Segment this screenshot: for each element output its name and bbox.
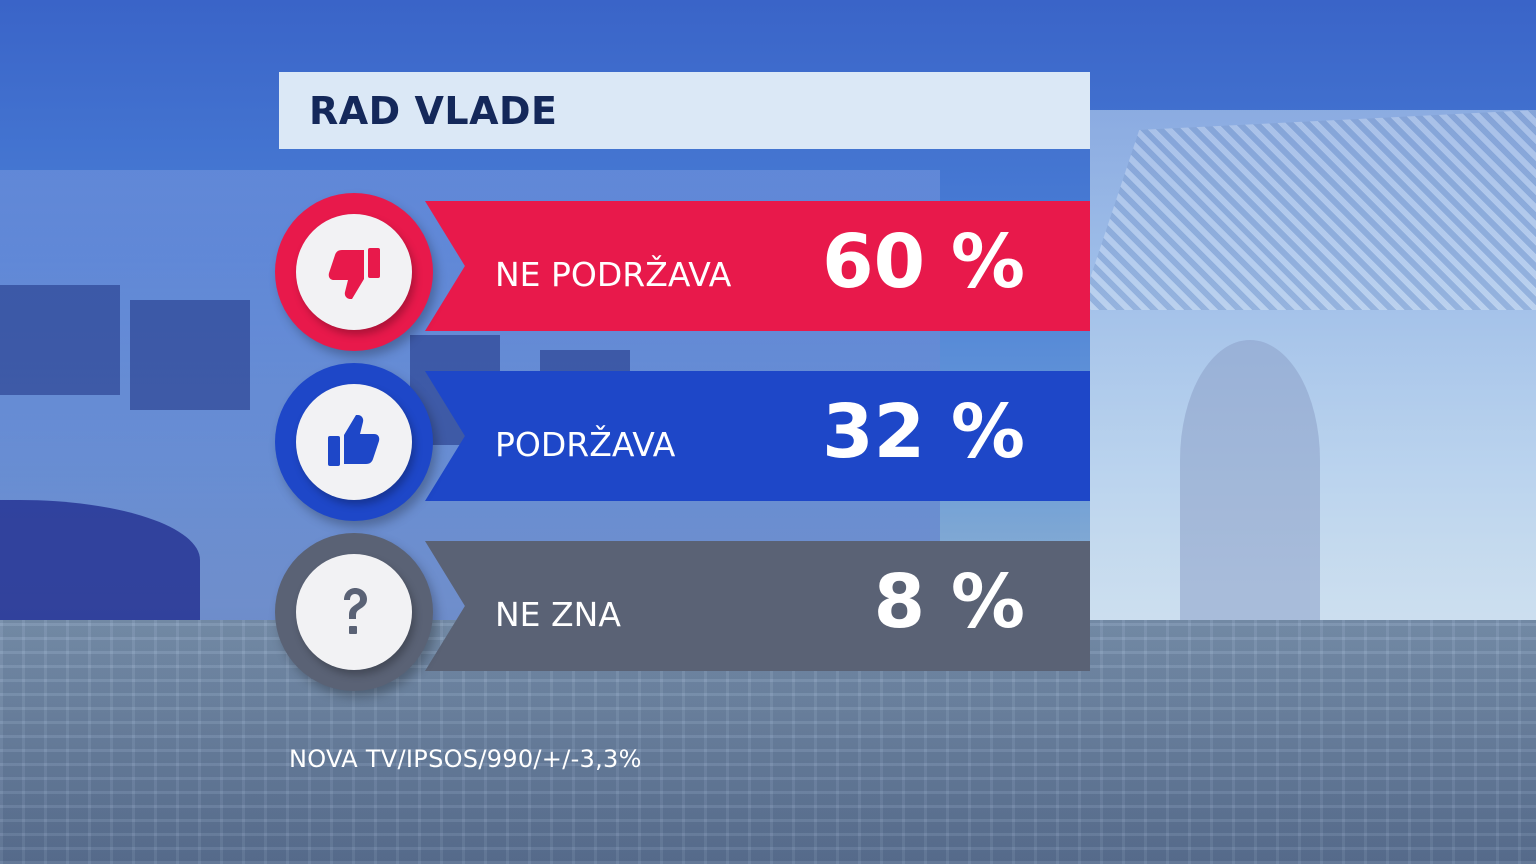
background-church-roof [1079, 110, 1536, 310]
icon-ring [275, 533, 433, 691]
background-window [0, 285, 120, 395]
title-box: RAD VLADE [279, 72, 1090, 149]
poll-row: NE ZNA 8 % [275, 533, 1095, 691]
poll-label: NE ZNA [495, 595, 621, 634]
thumbs-up-icon [296, 384, 412, 500]
background-window [130, 300, 250, 410]
poll-row: PODRŽAVA 32 % [275, 363, 1095, 521]
poll-row: NE PODRŽAVA 60 % [275, 193, 1095, 351]
poll-bar [425, 541, 1090, 671]
poll-percentage: 8 % [873, 559, 1025, 645]
icon-ring [275, 193, 433, 351]
source-note: NOVA TV/IPSOS/990/+/-3,3% [289, 745, 642, 773]
question-mark-icon [296, 554, 412, 670]
thumbs-down-icon [296, 214, 412, 330]
poll-percentage: 32 % [822, 389, 1025, 475]
poll-bar [425, 201, 1090, 331]
poll-label: PODRŽAVA [495, 425, 676, 464]
poll-percentage: 60 % [822, 219, 1025, 305]
chart-title: RAD VLADE [309, 88, 558, 133]
poll-label: NE PODRŽAVA [495, 255, 732, 294]
background-church-portal [1180, 340, 1320, 620]
poll-bar [425, 371, 1090, 501]
icon-ring [275, 363, 433, 521]
